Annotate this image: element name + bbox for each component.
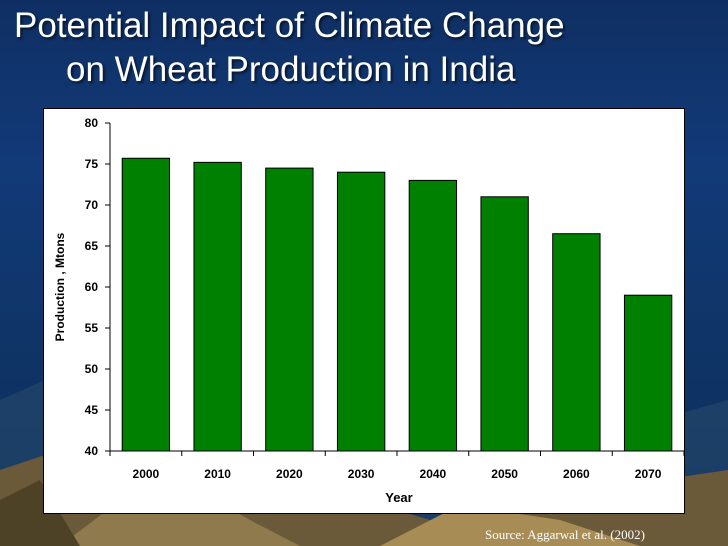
y-tick-label: 70 bbox=[85, 198, 99, 212]
x-tick-label: 2010 bbox=[204, 467, 231, 481]
bar bbox=[121, 157, 171, 452]
x-axis-title: Year bbox=[385, 490, 412, 505]
y-axis-title: Production , Mtons bbox=[53, 232, 67, 341]
x-tick-label: 2060 bbox=[563, 467, 590, 481]
x-tick-label: 2050 bbox=[491, 467, 518, 481]
y-tick-label: 55 bbox=[85, 321, 99, 335]
y-tick-label: 60 bbox=[85, 280, 99, 294]
x-tick-label: 2030 bbox=[348, 467, 375, 481]
chart-panel: 40 45 50 55 60 65 70 75 80 2000 2010 2020 2030 2040 20… bbox=[43, 108, 685, 514]
y-tick-label: 50 bbox=[85, 362, 99, 376]
bar bbox=[480, 196, 529, 452]
title-line-2: on Wheat Production in India bbox=[66, 50, 516, 89]
bar bbox=[623, 294, 673, 452]
x-tick-label: 2040 bbox=[420, 467, 447, 481]
y-tick-label: 80 bbox=[85, 116, 99, 130]
y-tick-label: 45 bbox=[85, 403, 99, 417]
bar bbox=[265, 167, 314, 452]
y-tick-label: 75 bbox=[85, 157, 99, 171]
bar-chart: 40 45 50 55 60 65 70 75 80 2000 2010 2020 2030 2040 20… bbox=[53, 116, 685, 505]
bar bbox=[336, 171, 386, 452]
x-tick-label: 2000 bbox=[133, 467, 160, 481]
y-tick-label: 65 bbox=[85, 239, 99, 253]
y-tick-label: 40 bbox=[85, 444, 99, 458]
bar bbox=[552, 233, 601, 452]
slide-title: Potential Impact of Climate Change on Wh… bbox=[14, 4, 728, 92]
bar bbox=[408, 179, 458, 452]
x-tick-label: 2020 bbox=[276, 467, 303, 481]
title-line-1: Potential Impact of Climate Change bbox=[14, 6, 565, 45]
bar bbox=[193, 161, 242, 452]
x-tick-label: 2070 bbox=[635, 467, 662, 481]
source-note: Source: Aggarwal et al. (2002) bbox=[485, 527, 645, 542]
